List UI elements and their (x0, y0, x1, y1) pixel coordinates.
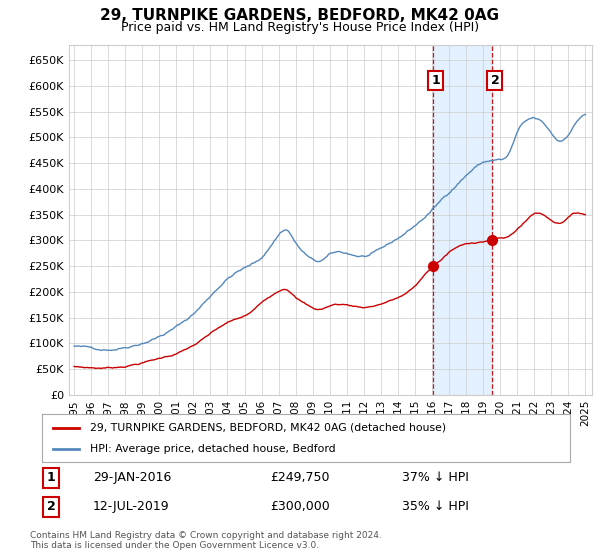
Text: 2: 2 (47, 500, 55, 514)
Text: 1: 1 (431, 74, 440, 87)
Text: 12-JUL-2019: 12-JUL-2019 (93, 500, 170, 514)
Text: £249,750: £249,750 (270, 471, 329, 484)
Text: 29-JAN-2016: 29-JAN-2016 (93, 471, 172, 484)
Text: Contains HM Land Registry data © Crown copyright and database right 2024.
This d: Contains HM Land Registry data © Crown c… (30, 530, 382, 550)
Text: 2: 2 (491, 74, 499, 87)
Text: 29, TURNPIKE GARDENS, BEDFORD, MK42 0AG: 29, TURNPIKE GARDENS, BEDFORD, MK42 0AG (101, 8, 499, 24)
Text: 37% ↓ HPI: 37% ↓ HPI (402, 471, 469, 484)
Text: HPI: Average price, detached house, Bedford: HPI: Average price, detached house, Bedf… (89, 444, 335, 454)
Text: 35% ↓ HPI: 35% ↓ HPI (402, 500, 469, 514)
Text: 29, TURNPIKE GARDENS, BEDFORD, MK42 0AG (detached house): 29, TURNPIKE GARDENS, BEDFORD, MK42 0AG … (89, 423, 446, 433)
Text: £300,000: £300,000 (270, 500, 330, 514)
Bar (433, 45, 493, 395)
Text: 1: 1 (47, 471, 55, 484)
Text: Price paid vs. HM Land Registry's House Price Index (HPI): Price paid vs. HM Land Registry's House … (121, 21, 479, 34)
